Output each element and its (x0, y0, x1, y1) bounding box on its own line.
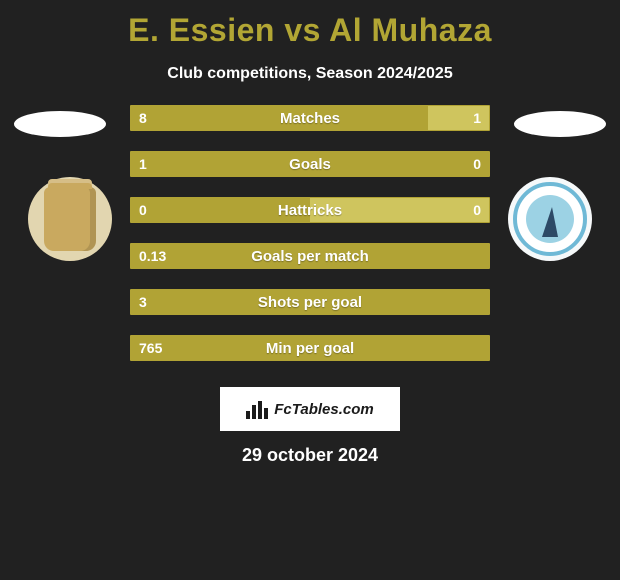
brand-badge: FcTables.com (220, 387, 400, 431)
page-title: E. Essien vs Al Muhaza (0, 0, 620, 49)
comparison-panel: Matches81 Goals10 Hattricks00 Goals per mat… (0, 105, 620, 365)
brand-chart-icon (246, 399, 268, 419)
stat-bars: Matches81 Goals10 Hattricks00 Goals per mat… (130, 105, 490, 381)
stat-row: Shots per goal3 (130, 289, 490, 315)
stat-row: Goals per match0.13 (130, 243, 490, 269)
right-avatar (508, 177, 592, 261)
stat-bar-left (131, 290, 489, 314)
player-badge-icon (44, 187, 96, 251)
brand-text: FcTables.com (274, 401, 373, 418)
stat-bar-left (131, 198, 310, 222)
subtitle: Club competitions, Season 2024/2025 (0, 65, 620, 83)
stat-row: Min per goal765 (130, 335, 490, 361)
player-left-name: E. Essien (128, 12, 275, 48)
left-ellipse-decoration (14, 111, 106, 137)
title-separator: vs (284, 12, 321, 48)
stat-bar-left (131, 336, 489, 360)
club-crest-icon (513, 182, 587, 256)
right-ellipse-decoration (514, 111, 606, 137)
stat-bar-left (131, 152, 489, 176)
stat-row: Matches81 (130, 105, 490, 131)
stat-row: Hattricks00 (130, 197, 490, 223)
footer-date: 29 october 2024 (0, 445, 620, 466)
stat-bar-right (428, 106, 489, 130)
stat-bar-left (131, 106, 428, 130)
stat-bar-right (310, 198, 489, 222)
player-right-name: Al Muhaza (329, 12, 492, 48)
stat-row: Goals10 (130, 151, 490, 177)
stat-bar-left (131, 244, 489, 268)
left-avatar (28, 177, 112, 261)
